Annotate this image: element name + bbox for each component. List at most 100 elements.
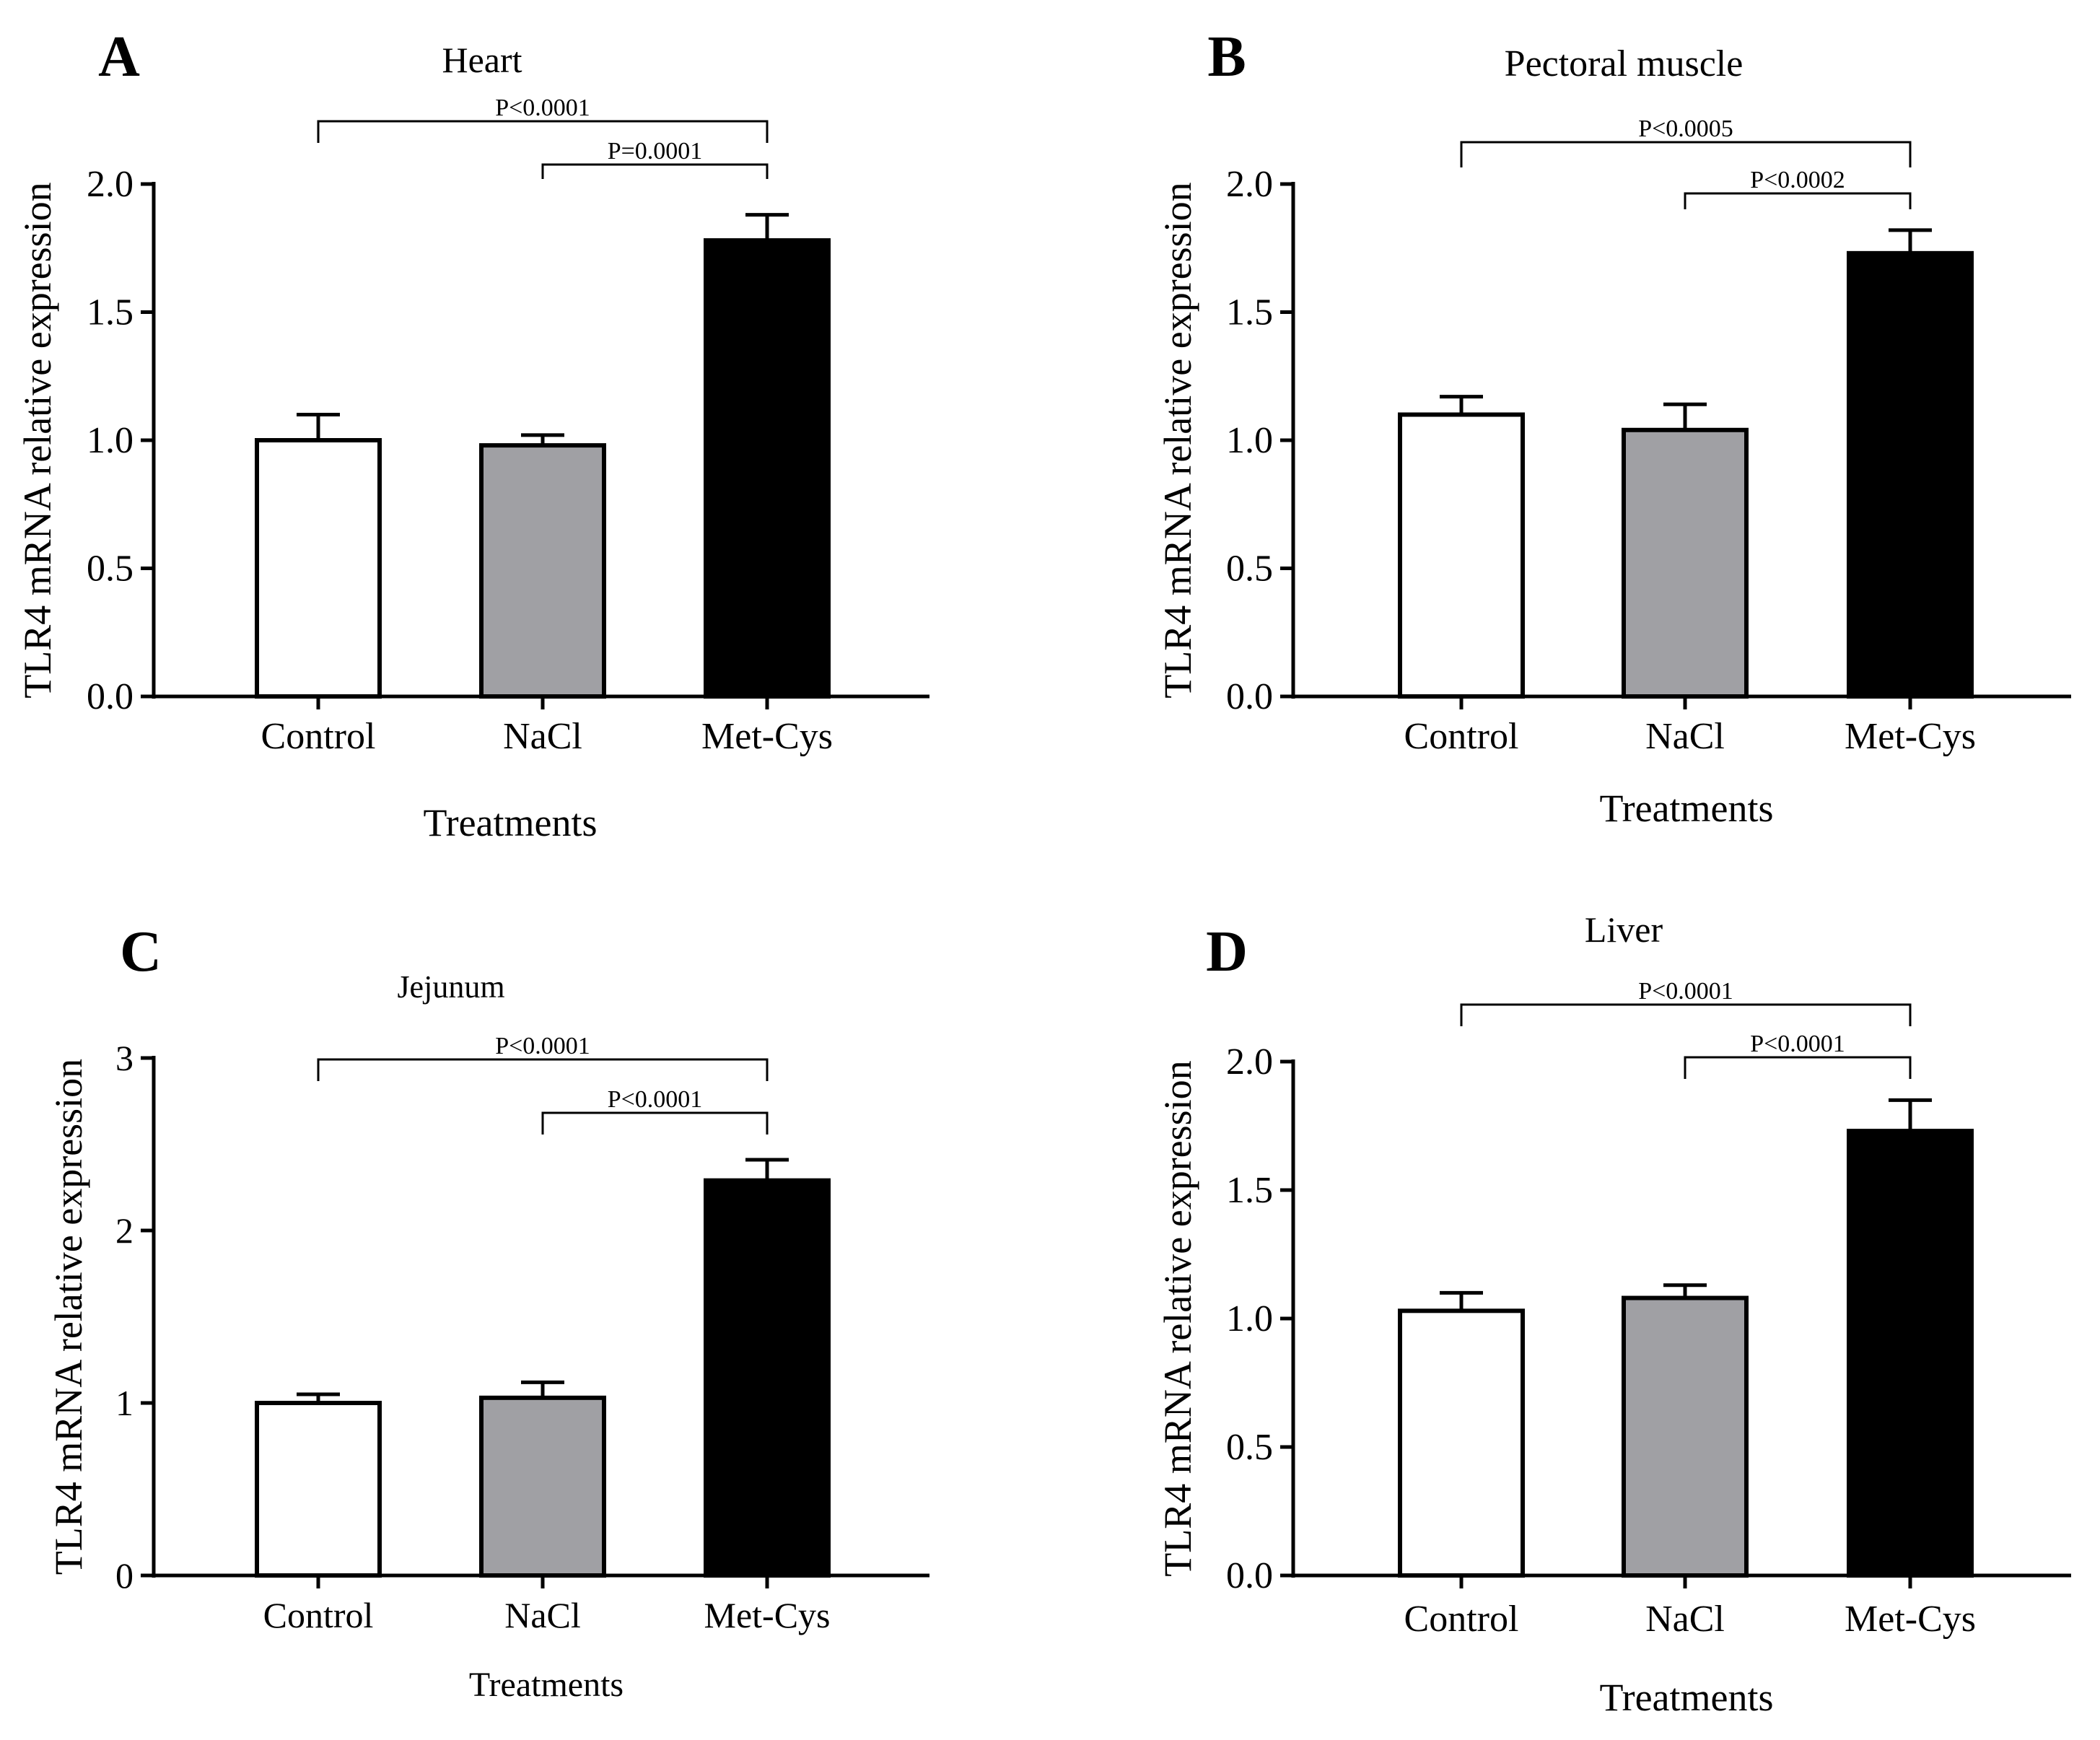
bar-control	[255, 438, 382, 699]
y-tick-label: 1.0	[87, 420, 134, 461]
bar-nacl	[1622, 427, 1749, 699]
bar-met-cys	[704, 1178, 831, 1578]
x-axis-title: Treatments	[469, 1666, 624, 1704]
bracket-line	[1460, 141, 1912, 167]
y-tick-label: 0.5	[1226, 548, 1273, 590]
x-tick-label: Met-Cys	[704, 1595, 831, 1635]
error-bar	[1440, 1290, 1483, 1311]
y-tick-label: 2.0	[87, 164, 134, 205]
y-tick-label: 1.5	[1226, 1170, 1273, 1211]
significance-bracket: P<0.0002	[1684, 167, 1912, 209]
p-value-label: P<0.0001	[1638, 978, 1733, 1005]
bracket-line	[317, 120, 769, 143]
p-value-label: P<0.0001	[608, 1086, 703, 1113]
bar-control	[1398, 1308, 1525, 1578]
y-tick-label: 1.5	[1226, 292, 1273, 333]
y-tick-label: 2.0	[1226, 164, 1273, 205]
bar-met-cys	[1847, 250, 1974, 699]
x-tick-label: NaCl	[504, 1595, 581, 1635]
bar-control	[1398, 412, 1525, 699]
bracket-line	[317, 1058, 769, 1081]
bar-nacl	[479, 1395, 606, 1578]
x-axis-title: Treatments	[1600, 787, 1774, 830]
significance-bracket: P<0.0001	[1460, 978, 1912, 1026]
x-tick-label: Control	[1404, 716, 1519, 757]
error-bar	[1889, 1098, 1932, 1132]
panel-letter: C	[120, 920, 162, 984]
x-tick-label: Control	[1404, 1599, 1519, 1640]
y-axis-title: TLR4 mRNA relative expression	[47, 1059, 90, 1575]
x-tick-label: Control	[261, 716, 376, 757]
y-tick-label: 0.5	[1226, 1427, 1273, 1468]
significance-bracket: P<0.0005	[1460, 115, 1912, 167]
panel-a: A Heart 0.0 0.5 1.0 1.5 2.0 Control NaCl Met-Cys T…	[16, 25, 929, 844]
error-bar	[521, 433, 564, 446]
error-bar	[1440, 395, 1483, 415]
y-tick-label: 1	[115, 1383, 134, 1423]
x-tick-label: NaCl	[1645, 716, 1725, 757]
significance-bracket: P=0.0001	[541, 138, 769, 179]
error-bar	[745, 1158, 789, 1181]
error-bar	[297, 413, 340, 440]
y-tick-label: 0.0	[1226, 1555, 1273, 1596]
x-tick-label: Met-Cys	[1845, 1599, 1976, 1640]
x-tick-label: Met-Cys	[1845, 716, 1976, 757]
y-tick-label: 0.0	[1226, 676, 1273, 717]
y-tick-label: 1.0	[1226, 1298, 1273, 1339]
chart-title: Jejunum	[397, 969, 504, 1005]
x-tick-label: Met-Cys	[701, 716, 833, 757]
chart-title: Pectoral muscle	[1505, 43, 1744, 84]
bar-met-cys	[1847, 1129, 1974, 1578]
bar-nacl	[1622, 1295, 1749, 1578]
y-tick-label: 1.0	[1226, 420, 1273, 461]
panel-d: D Liver 0.0 0.5 1.0 1.5 2.0 Control NaCl Met-Cys T…	[1156, 909, 2071, 1719]
significance-bracket: P<0.0001	[317, 1033, 769, 1081]
y-tick-label: 1.5	[87, 292, 134, 333]
significance-bracket: P<0.0001	[541, 1086, 769, 1135]
chart-title: Liver	[1585, 909, 1663, 950]
bracket-line	[1460, 1003, 1912, 1026]
significance-bracket: P<0.0001	[317, 95, 769, 143]
y-axis-title: TLR4 mRNA relative expression	[16, 182, 59, 698]
panel-letter: D	[1206, 920, 1248, 984]
error-bar	[745, 213, 789, 241]
y-axis-title: TLR4 mRNA relative expression	[1156, 182, 1199, 698]
p-value-label: P<0.0001	[495, 1033, 590, 1059]
x-axis-title: Treatments	[1600, 1676, 1774, 1719]
bracket-line	[1684, 1056, 1912, 1079]
p-value-label: P<0.0005	[1638, 115, 1733, 142]
p-value-label: P<0.0001	[1750, 1031, 1845, 1057]
x-tick-label: Control	[263, 1595, 374, 1635]
y-axis-title: TLR4 mRNA relative expression	[1156, 1060, 1199, 1576]
y-tick-label: 0.0	[87, 676, 134, 717]
error-bar	[1663, 1283, 1707, 1298]
panel-b: B Pectoral muscle 0.0 0.5 1.0 1.5 2.0 Control Na…	[1156, 25, 2071, 830]
error-bar	[1889, 228, 1932, 253]
x-axis-title: Treatments	[424, 801, 598, 844]
chart-title: Heart	[442, 40, 522, 80]
bar-control	[255, 1401, 382, 1578]
bracket-line	[541, 1111, 769, 1135]
p-value-label: P=0.0001	[608, 138, 703, 165]
x-tick-label: NaCl	[503, 716, 582, 757]
panel-letter: A	[98, 25, 140, 89]
y-tick-label: 3	[115, 1038, 134, 1078]
error-bar	[1663, 402, 1707, 430]
y-tick-label: 0	[115, 1555, 134, 1596]
bracket-line	[1684, 192, 1912, 209]
p-value-label: P<0.0002	[1750, 167, 1845, 193]
x-tick-label: NaCl	[1645, 1599, 1725, 1640]
bar-nacl	[479, 443, 606, 699]
y-tick-label: 2.0	[1226, 1041, 1273, 1083]
p-value-label: P<0.0001	[495, 95, 590, 121]
error-bar	[521, 1380, 564, 1398]
panel-c: C Jejunum 0 1 2 3 Control NaCl Met-Cys Treatments…	[47, 920, 929, 1704]
y-tick-label: 2	[115, 1210, 134, 1251]
significance-bracket: P<0.0001	[1684, 1031, 1912, 1079]
error-bar	[297, 1392, 340, 1403]
bracket-line	[541, 163, 769, 179]
bar-met-cys	[704, 238, 831, 699]
panel-letter: B	[1207, 25, 1246, 89]
y-tick-label: 0.5	[87, 548, 134, 590]
